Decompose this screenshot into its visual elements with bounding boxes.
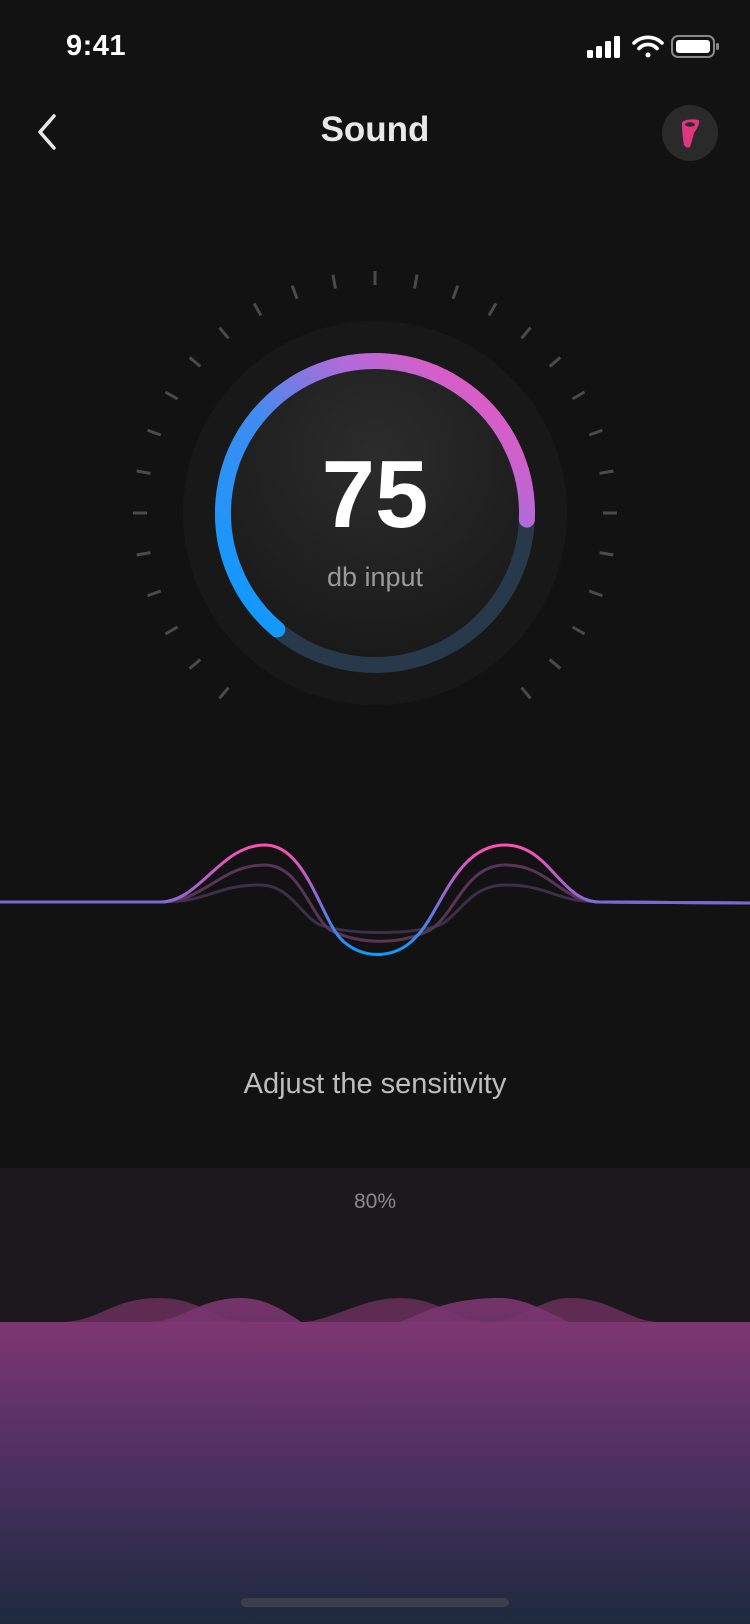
gauge-tick (487, 302, 498, 317)
gauge-tick (147, 428, 162, 437)
sensitivity-label: Adjust the sensitivity (243, 1068, 507, 1100)
wifi-icon (632, 35, 664, 58)
gauge-tick (331, 274, 337, 289)
back-button[interactable] (30, 110, 70, 154)
gauge-tick (252, 302, 263, 317)
gauge-tick (218, 686, 230, 700)
status-time: 9:41 (66, 30, 127, 62)
sensitivity-fill (0, 1298, 750, 1624)
device-button[interactable] (662, 105, 718, 161)
gauge-knob (231, 369, 519, 657)
status-icons (587, 35, 719, 58)
battery-icon (671, 35, 719, 58)
gauge-tick (164, 625, 179, 636)
gauge-tick (188, 356, 202, 368)
gauge-tick (451, 285, 460, 300)
gauge-value: 75 (321, 441, 429, 548)
sensitivity-value: 80% (353, 1190, 397, 1213)
gauge-tick (571, 390, 586, 401)
gauge-tick (136, 469, 151, 475)
chevron-left-icon (38, 114, 56, 150)
gauge-tick (136, 551, 151, 557)
gauge-tick (413, 274, 419, 289)
gauge-tick (218, 326, 230, 340)
gauge-tick (520, 686, 532, 700)
gauge-tick (164, 390, 179, 401)
gauge-tick (520, 326, 532, 340)
gauge-tick (599, 551, 614, 557)
sound-gauge[interactable] (0, 260, 750, 730)
gauge-tick (147, 589, 162, 598)
gauge-tick (290, 285, 299, 300)
gauge-tick (588, 428, 603, 437)
gauge-progress-arc (215, 353, 535, 638)
gauge-tick (571, 625, 586, 636)
gauge-tick (548, 356, 562, 368)
gauge-tick (588, 589, 603, 598)
signal-icon (587, 36, 620, 58)
gauge-tick (599, 469, 614, 475)
gauge-tick (548, 658, 562, 670)
page-title: Sound (320, 110, 430, 149)
gauge-unit: db input (326, 562, 424, 592)
device-icon (682, 119, 700, 148)
sensitivity-slider[interactable]: 80% (0, 1168, 750, 1624)
waveform (0, 843, 750, 956)
gauge-tick (188, 658, 202, 670)
home-indicator[interactable] (241, 1598, 509, 1607)
gauge-ticks (133, 271, 617, 700)
